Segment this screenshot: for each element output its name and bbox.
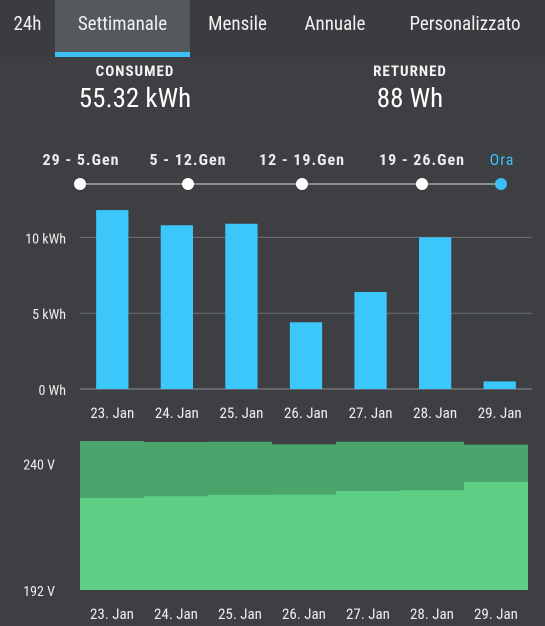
consumed-value: 55.32 kWh <box>78 82 192 114</box>
week-track <box>80 183 502 185</box>
week-label-3[interactable]: 12 - 19.Gen <box>258 150 346 169</box>
tab-weekly[interactable]: Settimanale <box>55 0 190 57</box>
tab-custom[interactable]: Personalizzato <box>409 12 521 35</box>
energy-y-tick-label: 10 kWh <box>25 231 66 247</box>
week-dot-4[interactable] <box>416 178 428 190</box>
week-dot-1[interactable] <box>74 178 86 190</box>
week-label-4[interactable]: 19 - 26.Gen <box>378 150 466 169</box>
tab-monthly[interactable]: Mensile <box>208 12 267 35</box>
energy-bar[interactable] <box>289 322 323 389</box>
energy-summary: CONSUMED 55.32 kWh RETURNED 88 Wh <box>0 62 545 122</box>
energy-x-tick-label: 24. Jan <box>155 404 199 422</box>
voltage-x-tick-label: 29. Jan <box>474 605 518 623</box>
week-label-current[interactable]: Ora <box>489 150 515 169</box>
energy-bar-chart: 0 Wh 5 kWh 10 kWh 23. Jan 24. Jan 25. Jan 26. … <box>25 210 532 422</box>
energy-x-tick-label: 25. Jan <box>219 404 263 422</box>
consumed-label: CONSUMED <box>95 62 175 80</box>
voltage-x-tick-label: 25. Jan <box>218 605 262 623</box>
tab-yearly[interactable]: Annuale <box>304 12 366 35</box>
energy-x-tick-label: 29. Jan <box>478 404 522 422</box>
voltage-y-tick-label: 192 V <box>23 584 55 600</box>
returned-label: RETURNED <box>373 62 447 80</box>
voltage-y-tick-label: 240 V <box>23 458 55 474</box>
energy-x-tick-label: 26. Jan <box>284 404 328 422</box>
returned-value: 88 Wh <box>376 82 444 114</box>
energy-bar[interactable] <box>225 223 258 389</box>
week-dot-current[interactable] <box>495 178 507 190</box>
voltage-x-tick-label: 24. Jan <box>154 605 198 623</box>
energy-y-tick-label: 5 kWh <box>32 307 66 323</box>
voltage-x-tick-label: 26. Jan <box>282 605 326 623</box>
energy-y-tick-label: 0 Wh <box>38 383 66 399</box>
energy-bar[interactable] <box>354 291 387 389</box>
voltage-x-tick-label: 23. Jan <box>90 605 134 623</box>
week-selector: 29 - 5.Gen 5 - 12.Gen 12 - 19.Gen 19 - 2… <box>0 150 545 195</box>
returned-stat: RETURNED 88 Wh <box>310 62 510 114</box>
energy-x-tick-label: 27. Jan <box>349 404 393 422</box>
voltage-min-area <box>80 482 528 590</box>
tab-24h[interactable]: 24h <box>13 12 42 35</box>
voltage-x-tick-label: 28. Jan <box>410 605 454 623</box>
voltage-x-tick-label: 27. Jan <box>346 605 390 623</box>
energy-x-tick-label: 28. Jan <box>413 404 457 422</box>
energy-x-tick-label: 23. Jan <box>90 404 134 422</box>
week-dot-3[interactable] <box>296 178 308 190</box>
energy-bar[interactable] <box>483 381 516 389</box>
period-tabs: 24h Settimanale Mensile Annuale Personal… <box>0 0 545 57</box>
week-label-2[interactable]: 5 - 12.Gen <box>149 150 227 169</box>
energy-bar[interactable] <box>419 237 452 389</box>
energy-bar[interactable] <box>160 225 193 389</box>
consumed-stat: CONSUMED 55.32 kWh <box>35 62 235 114</box>
week-dot-2[interactable] <box>182 178 194 190</box>
week-label-1[interactable]: 29 - 5.Gen <box>42 150 120 169</box>
voltage-area-chart: 192 V 240 V 23. Jan 24. Jan 25. Jan 26. Jan 27… <box>23 440 528 623</box>
energy-bar[interactable] <box>96 210 129 389</box>
